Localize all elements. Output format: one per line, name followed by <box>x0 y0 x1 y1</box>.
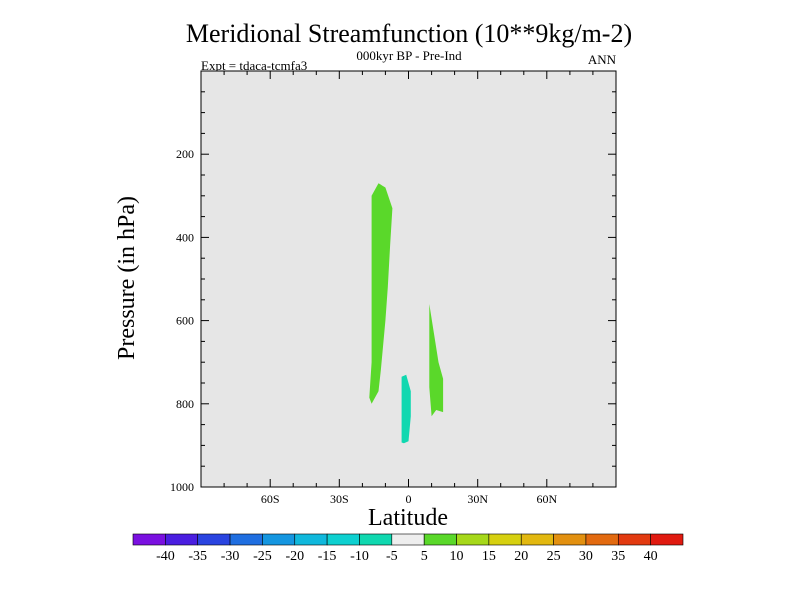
colorbar-swatch <box>294 533 328 546</box>
colorbar-label: 20 <box>514 549 528 564</box>
colorbar-label: 10 <box>450 549 464 564</box>
negative-5-10-region-low <box>401 374 411 444</box>
colorbar-swatch <box>456 533 490 546</box>
x-tick-label: 30S <box>330 492 349 506</box>
colorbar-swatch <box>326 533 360 546</box>
colorbar: -40 -35 -30 -25 -20 -15 -10 -5 5 10 15 20 25 30 35 40 <box>132 533 684 564</box>
y-tick-label: 200 <box>176 147 194 161</box>
colorbar-swatch <box>650 533 684 546</box>
y-tick-label: 400 <box>176 230 194 244</box>
x-tick-label: 30N <box>467 492 488 506</box>
colorbar-label: 5 <box>421 549 428 564</box>
y-tick-label: 1000 <box>170 480 194 494</box>
x-axis-label: Latitude <box>368 505 448 531</box>
colorbar-swatch <box>391 533 425 546</box>
colorbar-swatch <box>165 533 199 546</box>
chart-subtitle: 000kyr BP - Pre-Ind <box>356 48 462 63</box>
colorbar-label: -30 <box>221 549 240 564</box>
colorbar-swatch <box>262 533 296 546</box>
x-tick-label: 60S <box>261 492 280 506</box>
colorbar-label: -15 <box>318 549 337 564</box>
colorbar-label: -35 <box>188 549 207 564</box>
x-tick-label: 60N <box>536 492 557 506</box>
season-label: ANN <box>588 52 617 67</box>
colorbar-label: 15 <box>482 549 496 564</box>
colorbar-label: -20 <box>285 549 304 564</box>
colorbar-label: -25 <box>253 549 272 564</box>
colorbar-swatch <box>585 533 619 546</box>
chart-title: Meridional Streamfunction (10**9kg/m-2) <box>186 19 632 48</box>
y-axis: 200 400 600 800 1000 <box>170 91 616 494</box>
colorbar-swatch <box>488 533 522 546</box>
x-axis: 60S 30S 0 30N 60N <box>223 71 594 506</box>
colorbar-label: 25 <box>547 549 561 564</box>
y-tick-label: 800 <box>176 397 194 411</box>
colorbar-swatch <box>132 533 166 546</box>
colorbar-label: -10 <box>350 549 369 564</box>
colorbar-swatch <box>520 533 554 546</box>
colorbar-swatch <box>617 533 651 546</box>
positive-5-10-region-nh <box>429 304 444 417</box>
colorbar-label: -5 <box>386 549 398 564</box>
experiment-label: Expt = tdaca-tcmfa3 <box>201 58 307 73</box>
colorbar-swatch <box>423 533 457 546</box>
y-tick-label: 600 <box>176 314 194 328</box>
colorbar-label: -40 <box>156 549 175 564</box>
contour-regions <box>369 183 444 444</box>
positive-5-10-region-sh-upper <box>369 183 393 404</box>
colorbar-swatch <box>229 533 263 546</box>
colorbar-label: 40 <box>644 549 658 564</box>
x-tick-label: 0 <box>406 492 412 506</box>
colorbar-label: 35 <box>611 549 625 564</box>
colorbar-swatch <box>197 533 231 546</box>
y-axis-label: Pressure (in hPa) <box>114 196 140 360</box>
colorbar-label: 30 <box>579 549 593 564</box>
colorbar-swatch <box>553 533 587 546</box>
colorbar-swatch <box>359 533 393 546</box>
